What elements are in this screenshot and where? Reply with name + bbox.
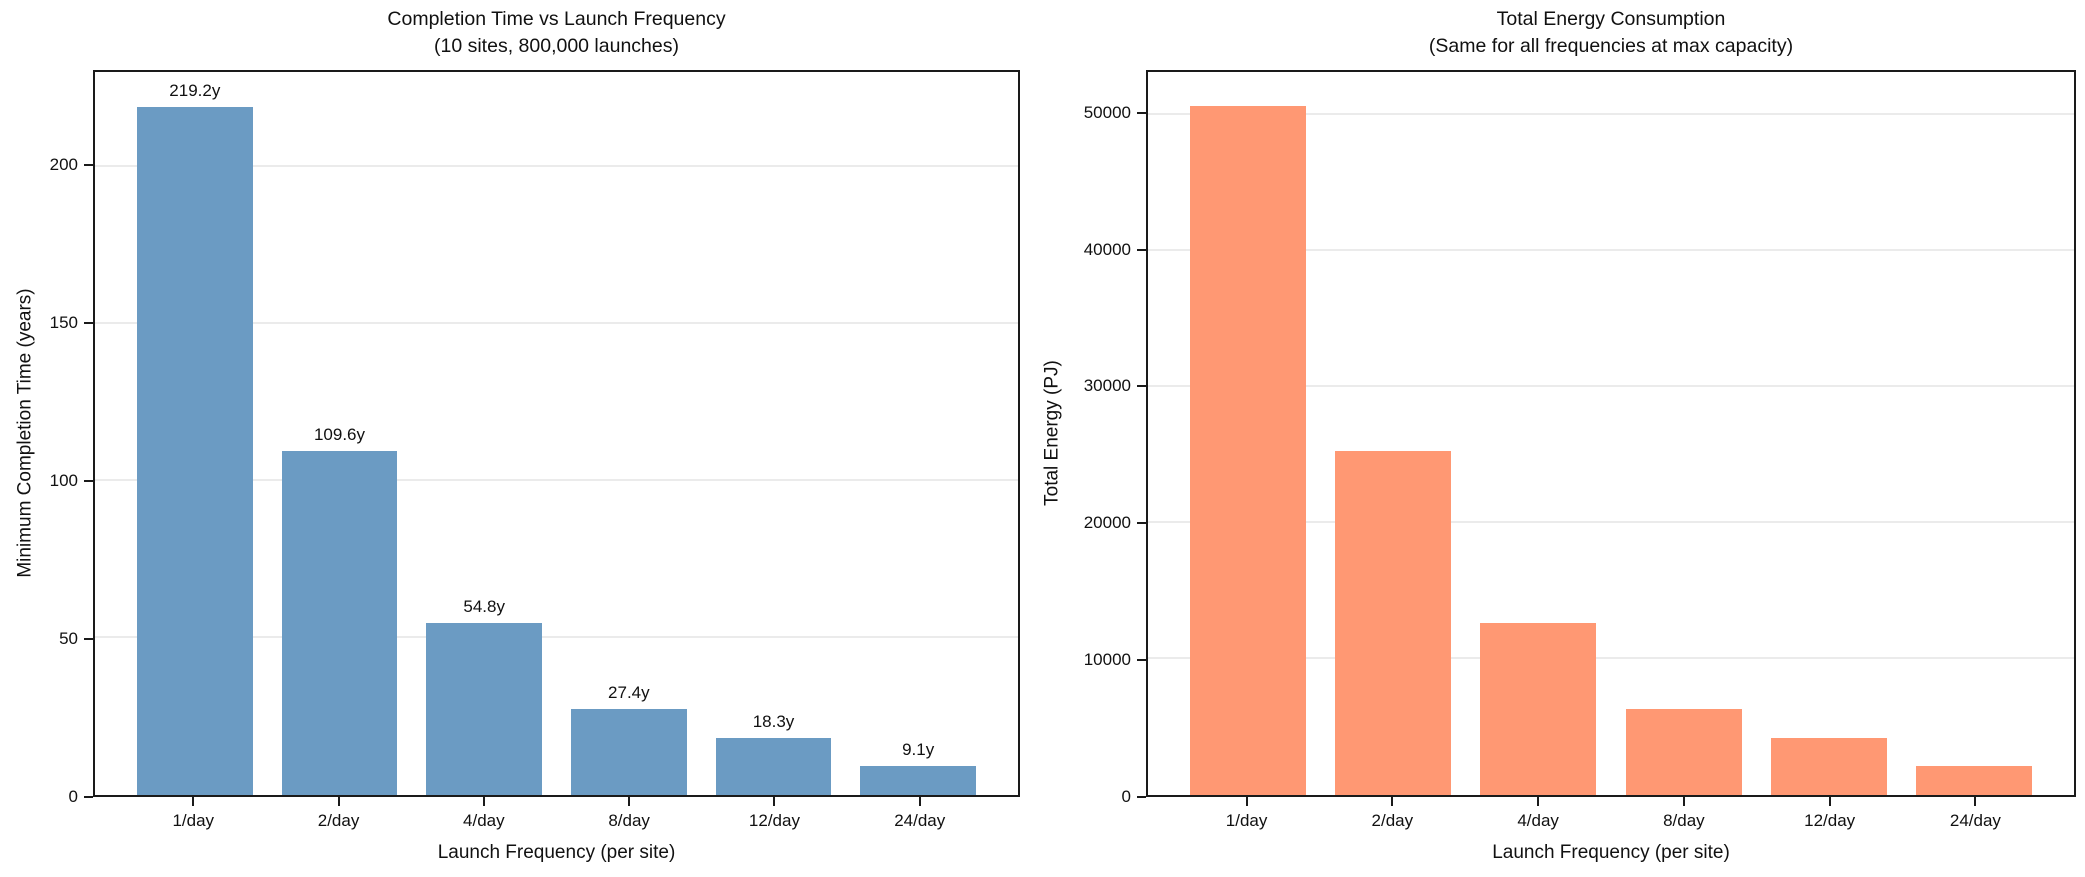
- bar-12/day: [1770, 737, 1887, 795]
- plot-area: 219.2y 109.6y 54.8y 27.4y 18.3y 9.1y: [93, 70, 1020, 797]
- x-tick: [1828, 797, 1831, 806]
- x-tick: [918, 797, 921, 806]
- bar-8/day: [1625, 708, 1742, 795]
- y-tick: [84, 796, 93, 798]
- x-tick-label: 8/day: [608, 811, 650, 830]
- x-tick-label: 4/day: [1517, 811, 1559, 830]
- y-tick-label: 20000: [1083, 513, 1131, 533]
- chart-subtitle: (10 sites, 800,000 launches): [434, 35, 679, 57]
- y-tick-label: 0: [68, 787, 78, 806]
- x-tick-label: 24/day: [1949, 811, 2001, 830]
- y-tick-label: 200: [49, 155, 78, 175]
- y-tick-label: 10000: [1083, 650, 1131, 670]
- bar-1/day: [1190, 106, 1307, 795]
- gridline: [95, 164, 1018, 167]
- x-tick: [1682, 797, 1685, 806]
- bar-value-label: 27.4y: [608, 682, 650, 702]
- y-tick-label: 40000: [1083, 239, 1131, 259]
- y-tick: [1137, 796, 1146, 798]
- gridline: [1148, 248, 2074, 251]
- x-tick-label: 1/day: [1225, 811, 1268, 830]
- y-tick: [84, 480, 93, 483]
- plot-area: [1146, 70, 2076, 797]
- x-tick: [482, 797, 485, 806]
- chart-title-block: Total Energy Consumption (Same for all f…: [1146, 6, 2076, 60]
- gridline: [95, 321, 1018, 324]
- chart-subtitle: (Same for all frequencies at max capacit…: [1428, 35, 1794, 57]
- y-tick-label: 50: [59, 629, 78, 649]
- y-tick: [1137, 385, 1146, 388]
- x-tick-label: 2/day: [1371, 811, 1414, 830]
- y-tick: [84, 164, 93, 167]
- x-axis-label: Launch Frequency (per site): [437, 842, 676, 863]
- x-tick: [1974, 797, 1977, 806]
- bar-2/day: [1335, 450, 1452, 795]
- y-tick: [1137, 659, 1146, 662]
- bar-value-label: 109.6y: [313, 424, 366, 444]
- x-tick-label: 4/day: [463, 811, 505, 830]
- x-tick: [1537, 797, 1540, 806]
- gridline: [1148, 112, 2074, 115]
- bar-24/day: [1915, 766, 2032, 795]
- x-tick-label: 1/day: [172, 811, 215, 830]
- bar-value-label: 18.3y: [752, 711, 795, 731]
- x-tick-label: 8/day: [1663, 811, 1705, 830]
- x-tick: [773, 797, 776, 806]
- bar-8/day: [570, 708, 687, 795]
- x-tick: [1245, 797, 1248, 806]
- y-tick-label: 30000: [1083, 376, 1131, 396]
- bar-24/day: [860, 766, 977, 795]
- y-tick: [1137, 248, 1146, 251]
- y-tick: [1137, 111, 1146, 114]
- x-tick-label: 12/day: [1804, 811, 1856, 830]
- bar-value-label: 9.1y: [902, 740, 935, 760]
- x-tick-label: 24/day: [894, 811, 946, 830]
- bar-value-label: 54.8y: [463, 596, 505, 616]
- y-axis-label: Total Energy (PJ): [1041, 360, 1063, 506]
- bar-value-label: 219.2y: [169, 80, 221, 100]
- bar-2/day: [281, 450, 398, 795]
- x-tick: [628, 797, 631, 806]
- bar-1/day: [136, 106, 253, 795]
- x-tick: [1391, 797, 1394, 806]
- y-tick: [84, 322, 93, 325]
- chart-title: Completion Time vs Launch Frequency: [387, 8, 726, 30]
- bar-4/day: [1480, 622, 1597, 795]
- y-tick: [84, 638, 93, 641]
- y-tick-label: 100: [49, 471, 78, 491]
- x-tick: [337, 797, 340, 806]
- gridline: [1148, 520, 2074, 523]
- y-tick-label: 150: [49, 313, 78, 333]
- y-tick-label: 50000: [1083, 102, 1131, 122]
- gridline: [95, 478, 1018, 481]
- gridline: [95, 635, 1018, 638]
- bar-12/day: [715, 737, 832, 795]
- x-tick-label: 12/day: [748, 811, 800, 830]
- gridline: [1148, 384, 2074, 387]
- x-axis-label: Launch Frequency (per site): [1492, 842, 1730, 863]
- gridline: [1148, 656, 2074, 659]
- x-tick: [192, 797, 195, 806]
- y-tick-label: 0: [1121, 787, 1131, 806]
- x-tick-label: 2/day: [317, 811, 360, 830]
- chart-title-block: Completion Time vs Launch Frequency (10 …: [93, 6, 1020, 60]
- bar-4/day: [426, 622, 543, 795]
- chart-title: Total Energy Consumption: [1496, 8, 1726, 30]
- y-tick: [1137, 522, 1146, 525]
